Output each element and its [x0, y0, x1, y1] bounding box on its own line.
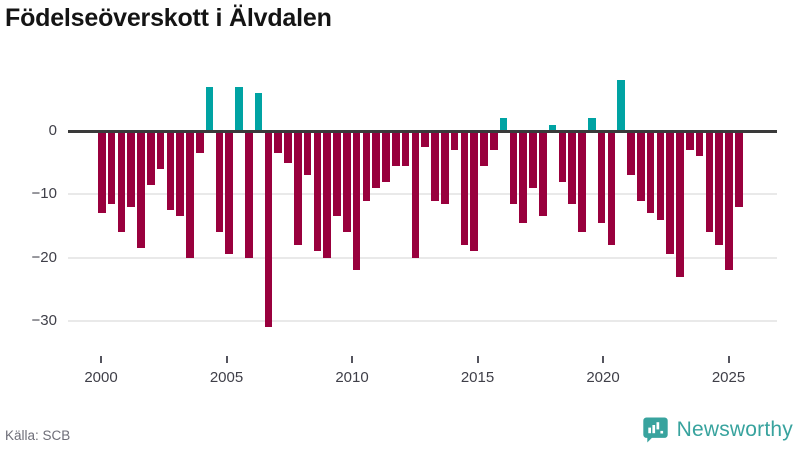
x-axis-tick-mark [602, 356, 604, 363]
bar [274, 131, 282, 154]
x-axis-tick-mark [351, 356, 353, 363]
bar [186, 131, 194, 258]
bar [548, 124, 557, 131]
bar [166, 131, 175, 211]
newsworthy-logo[interactable]: Newsworthy [642, 414, 793, 446]
bar [254, 93, 263, 131]
bar [323, 131, 331, 258]
source-label: Källa: SCB [5, 428, 71, 443]
bar [558, 131, 567, 182]
bar [372, 131, 380, 188]
bar [294, 131, 302, 245]
newsworthy-wordmark: Newsworthy [676, 418, 793, 441]
bar [303, 131, 312, 176]
bar [431, 131, 439, 201]
bar [705, 131, 714, 233]
bar [411, 131, 420, 258]
x-axis-tick-label: 2010 [335, 369, 369, 386]
bar [225, 131, 233, 255]
bar [205, 86, 214, 131]
bar [401, 131, 410, 166]
bar [470, 131, 478, 252]
bar [607, 131, 616, 245]
newsworthy-icon [642, 416, 669, 444]
x-axis-tick-label: 2020 [586, 369, 620, 386]
bar [637, 131, 645, 201]
zero-line [68, 129, 777, 133]
y-axis-tick-label: −20 [31, 248, 57, 266]
bar [715, 131, 723, 245]
bar [695, 131, 704, 157]
bar [656, 131, 665, 220]
x-axis-tick-label: 2000 [84, 369, 118, 386]
gridline [68, 256, 777, 259]
bar [686, 131, 694, 150]
bar [450, 131, 459, 150]
bar [117, 131, 126, 233]
bar [441, 131, 449, 204]
bar [215, 131, 224, 233]
chart-title: Födelseöverskott i Älvdalen [5, 4, 332, 32]
y-axis-tick-label: 0 [48, 122, 57, 139]
bar [578, 131, 586, 233]
bar [627, 131, 635, 176]
bar [235, 86, 243, 131]
y-axis-tick-label: −10 [31, 185, 57, 203]
x-axis-tick-mark [476, 356, 479, 363]
gridline [68, 319, 777, 322]
bar [460, 131, 469, 245]
bar [539, 131, 547, 217]
x-axis-tick-mark [225, 356, 228, 363]
bar [313, 131, 322, 252]
bar [597, 131, 606, 223]
bar [646, 131, 655, 214]
bar [725, 131, 733, 271]
bar [666, 131, 674, 255]
bar [156, 131, 165, 169]
x-axis-tick-label: 2015 [460, 369, 495, 386]
bar [382, 131, 390, 182]
bar [98, 131, 106, 214]
x-axis-tick-label: 2025 [711, 369, 746, 386]
bar [676, 131, 684, 277]
bar [284, 131, 292, 163]
x-axis-tick-mark [100, 356, 102, 363]
bar [735, 131, 743, 207]
gridline [68, 193, 777, 196]
bar [490, 131, 498, 150]
bar [499, 118, 508, 131]
bar [343, 131, 351, 233]
y-axis-tick-label: −30 [31, 311, 57, 329]
x-axis-tick-label: 2005 [209, 369, 244, 386]
x-axis-tick-mark [727, 356, 730, 363]
bar [588, 118, 596, 131]
bar [421, 131, 429, 147]
bar [352, 131, 361, 271]
bar [333, 131, 341, 217]
bar [107, 131, 116, 204]
bar [176, 131, 184, 217]
bar [519, 131, 527, 223]
bar [529, 131, 537, 188]
bar [196, 131, 204, 154]
bar [392, 131, 400, 166]
bar [127, 131, 135, 207]
bar [568, 131, 576, 204]
bar [147, 131, 155, 185]
bar [509, 131, 518, 204]
bar [480, 131, 488, 166]
bar [362, 131, 371, 201]
bar [245, 131, 253, 258]
bar [617, 80, 625, 131]
bar [264, 131, 273, 328]
bar [137, 131, 145, 249]
